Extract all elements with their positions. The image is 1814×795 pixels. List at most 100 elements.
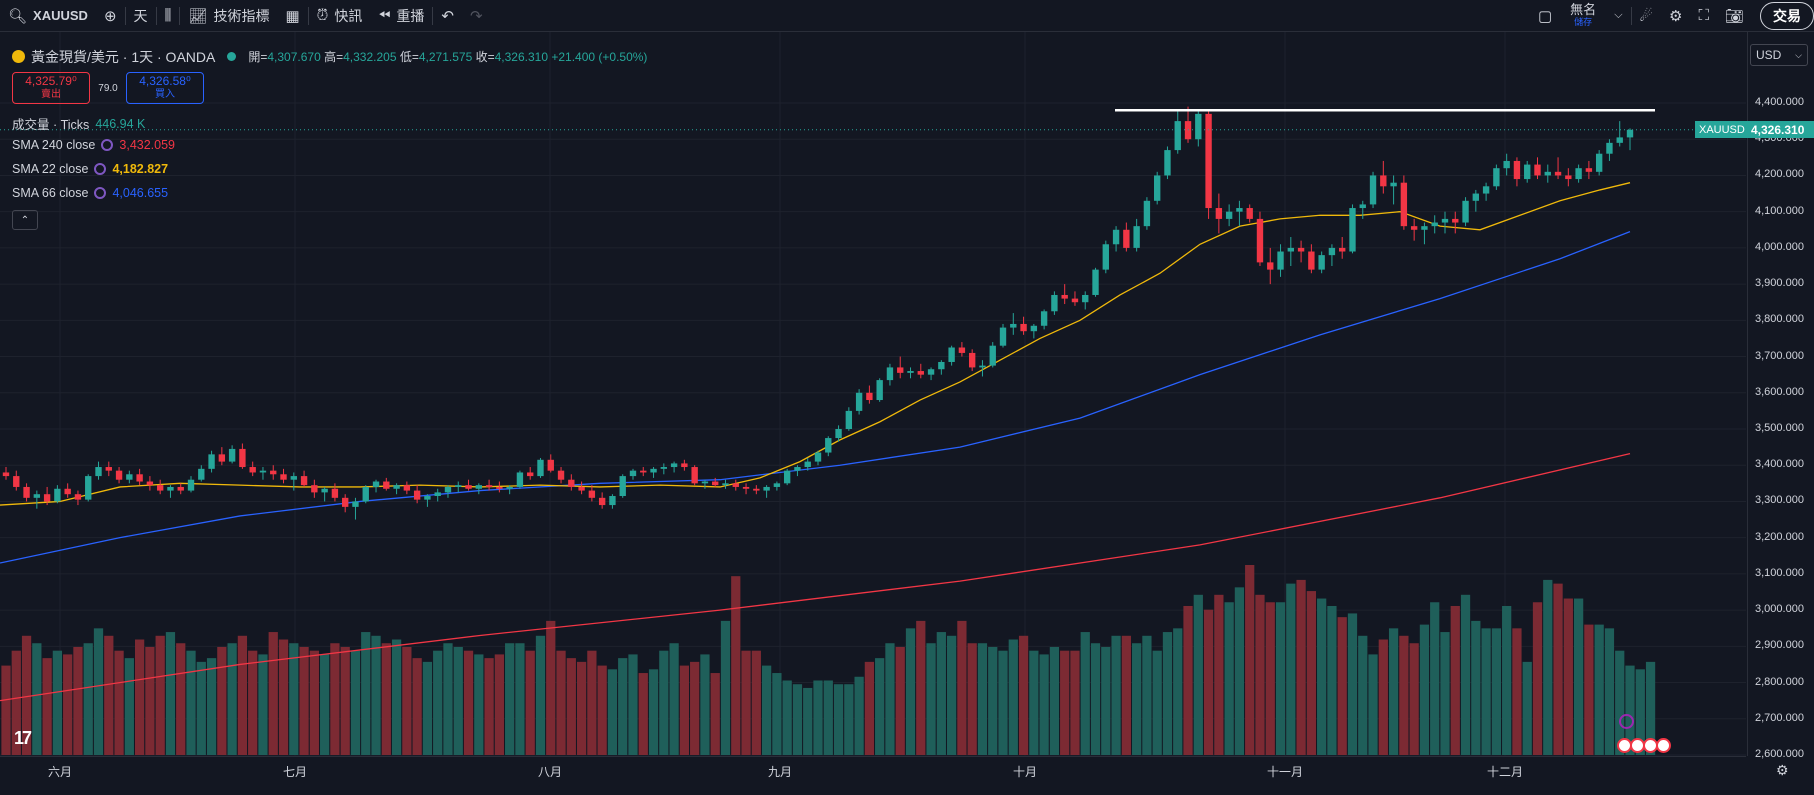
volume-bar (1286, 583, 1296, 755)
lightning-event-icon[interactable] (1619, 714, 1634, 729)
snapshot-button[interactable]: 📷︎ (1717, 0, 1752, 31)
volume-bar (792, 684, 803, 755)
candle-body (1205, 113, 1212, 209)
market-open-icon (227, 52, 237, 61)
price-axis[interactable]: 4,400.000 4,300.000 4,200.000 4,100.000 4,00… (1747, 32, 1814, 760)
candle-body (413, 490, 421, 500)
price-tick-label: 4,000.000 (1755, 240, 1804, 253)
tradingview-logo[interactable]: 17 (14, 728, 32, 748)
buy-button[interactable]: 4,326.58⁰ 買入 (126, 72, 204, 104)
volume-bar (833, 684, 844, 755)
candle-body (115, 470, 123, 480)
candle-body (2, 472, 10, 477)
volume-bar (1358, 635, 1368, 755)
volume-bar (905, 628, 916, 755)
volume-bar (669, 643, 679, 755)
volume-bar (998, 650, 1008, 755)
volume-bar (1419, 624, 1430, 755)
volume-bar (1080, 632, 1090, 755)
volume-bar (1142, 635, 1152, 755)
candle-body (1339, 247, 1346, 252)
layout-menu-button[interactable]: ⌵ (1606, 0, 1630, 31)
rewind-icon: ⏪︎ (378, 7, 391, 24)
volume-bar (648, 669, 659, 755)
volume-bar (165, 632, 176, 755)
candle-body (1565, 175, 1572, 180)
alert-button[interactable]: ⏰︎ 快訊 (309, 0, 371, 31)
candle-body (619, 476, 626, 497)
redo-button[interactable]: ↷ (462, 0, 491, 31)
candle-body (1174, 121, 1181, 151)
indicator-value: 3,432.059 (119, 138, 175, 152)
bid-ask-panel: 4,325.79⁰ 賣出 79.0 4,326.58⁰ 買入 (12, 72, 204, 104)
layout-select-button[interactable]: ▢ (1530, 0, 1560, 31)
candle-body (876, 380, 883, 401)
candle-body (23, 486, 30, 498)
collapse-legend-button[interactable]: ⌃ (12, 210, 38, 230)
chart-type-button[interactable]: ⫼ (157, 0, 180, 31)
settings-button[interactable]: ⚙ (1661, 0, 1690, 31)
candle-body (1246, 208, 1253, 219)
trade-button[interactable]: 交易 (1760, 1, 1814, 30)
quick-search-button[interactable]: ☄ (1632, 0, 1661, 31)
sell-button[interactable]: 4,325.79⁰ 賣出 (12, 72, 90, 104)
candle-body (74, 494, 82, 500)
symbol-title[interactable]: 黃金現貨/美元 · 1天 · OANDA (31, 48, 216, 65)
axis-settings-icon[interactable]: ⚙ (1776, 762, 1789, 778)
volume-bar (124, 658, 134, 755)
candle-body (701, 481, 709, 484)
volume-bar (134, 639, 145, 755)
undo-button[interactable]: ↶ (433, 0, 462, 31)
replay-label: 重播 (396, 7, 425, 24)
candle-body (1328, 247, 1336, 256)
candle-body (938, 361, 945, 370)
indicators-button[interactable]: 📈︎ 技術指標 (180, 0, 277, 31)
candle-body (1236, 208, 1243, 212)
interval-button[interactable]: 天 (126, 0, 156, 31)
candle-body (1256, 218, 1264, 263)
volume-bar (1111, 635, 1121, 755)
candle-body (1154, 175, 1161, 201)
indicator-volume[interactable]: 成交量 · Ticks 446.94 K (12, 114, 145, 133)
indicator-sma22[interactable]: SMA 22 close 4,182.827 (12, 162, 168, 176)
volume-bar (1368, 654, 1378, 755)
time-axis[interactable]: 六月 七月 八月 九月 十月 十一月 十二月 (0, 756, 1746, 783)
candle-body (1071, 298, 1079, 303)
volume-bar (1584, 624, 1594, 755)
indicator-sma66[interactable]: SMA 66 close 4,046.655 (12, 186, 168, 200)
candle-body (609, 496, 616, 506)
divider (179, 6, 181, 25)
fullscreen-button[interactable]: ⛶ (1690, 0, 1717, 31)
candle-body (722, 483, 729, 486)
compare-symbol-button[interactable]: ⊕ (96, 0, 125, 31)
volume-bar (1245, 565, 1255, 755)
candle-body (249, 467, 256, 473)
candle-body (1112, 229, 1120, 245)
loading-icon (94, 163, 107, 175)
currency-select[interactable]: USD ⌵ (1750, 44, 1808, 66)
chevron-down-icon: ⌵ (1614, 9, 1623, 21)
price-tick-label: 4,200.000 (1755, 168, 1804, 181)
volume-bar (1203, 609, 1214, 755)
volume-bar (258, 654, 268, 755)
symbol-search[interactable]: 🔍︎ XAUUSD (0, 0, 96, 31)
candle-body (1400, 182, 1408, 227)
flag-event-icon[interactable] (1656, 738, 1671, 753)
volume-bar (93, 628, 104, 755)
indicator-sma240[interactable]: SMA 240 close 3,432.059 (12, 138, 175, 152)
close-value: 4,326.310 (494, 50, 549, 64)
volume-bar (1173, 628, 1183, 755)
month-label: 十二月 (1486, 765, 1524, 779)
price-tick-label: 3,600.000 (1755, 385, 1804, 398)
volume-bar (433, 650, 443, 755)
replay-button[interactable]: ⏪︎ 重播 (370, 0, 432, 31)
candle-body (1534, 164, 1541, 176)
price-chart[interactable] (0, 32, 1746, 756)
candle-body (424, 496, 431, 500)
save-layout-button[interactable]: 無名 儲存 (1560, 3, 1606, 28)
high-key: 高= (324, 50, 344, 64)
templates-button[interactable]: ▦ (277, 0, 307, 31)
candle-body (105, 467, 112, 471)
candle-body (814, 452, 822, 462)
candle-body (1544, 171, 1551, 176)
